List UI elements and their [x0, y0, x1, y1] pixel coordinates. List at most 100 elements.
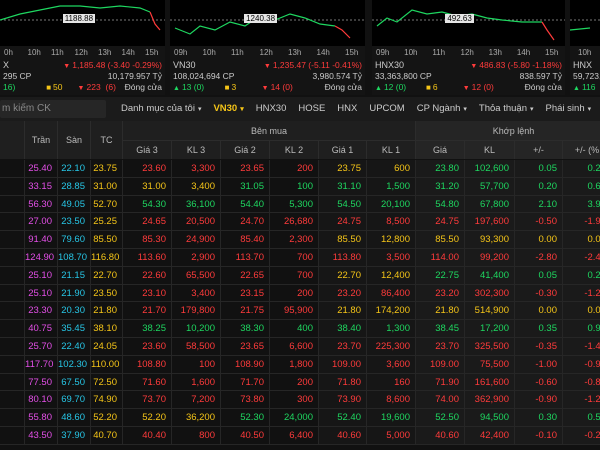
table-cell: 40.50	[221, 427, 270, 445]
index-name: HNX	[573, 60, 593, 70]
dropdown-caret: ▾	[240, 106, 244, 113]
market-tab[interactable]: Phái sinh ▾	[545, 103, 592, 114]
table-cell: 23.60	[123, 338, 172, 356]
table-cell: 3,400	[172, 284, 221, 303]
table-cell: 23.50	[58, 213, 91, 232]
table-cell: 77.50	[25, 373, 58, 392]
table-cell: 6,400	[270, 427, 319, 445]
table-cell: 71.60	[123, 373, 172, 392]
table-cell: 200	[270, 160, 319, 178]
time-label: 11h	[51, 48, 64, 57]
table-cell: 38.10	[91, 320, 123, 338]
table-cell: 75,500	[465, 355, 515, 374]
table-cell: 23.20	[319, 284, 367, 303]
ticker-cell	[0, 355, 25, 374]
market-tab[interactable]: Thỏa thuận ▾	[478, 103, 534, 114]
time-label: 12h	[259, 48, 273, 57]
table-cell: -0.60	[515, 373, 563, 392]
table-cell: 48.60	[58, 409, 91, 427]
time-label: 15h	[545, 48, 559, 57]
table-cell: 0.57	[563, 409, 600, 427]
table-cell: 21.90	[58, 284, 91, 303]
table-cell: 0.30	[515, 409, 563, 427]
table-cell: -0.50	[515, 213, 563, 232]
table-cell: 1,600	[172, 373, 221, 392]
table-cell: 31.00	[91, 177, 123, 196]
table-cell: 8,500	[367, 213, 416, 232]
table-cell: 300	[270, 391, 319, 410]
table-cell: 108.80	[123, 355, 172, 374]
table-cell: 3.98	[563, 195, 600, 214]
table-cell: 113.70	[221, 249, 270, 267]
table-cell: 2,300	[270, 231, 319, 249]
index-value: 10,179.957 Tỷ	[107, 71, 162, 81]
table-cell: 85.30	[123, 231, 172, 249]
table-cell: 22.70	[319, 266, 367, 285]
table-cell: -0.10	[515, 427, 563, 445]
index-value: 838.597 Tỷ	[519, 71, 562, 81]
table-cell: 57,700	[465, 177, 515, 196]
search-box[interactable]: m kiếm CK	[0, 100, 106, 118]
column-header: Trần	[25, 121, 58, 159]
market-tab[interactable]: UPCOM	[369, 103, 405, 114]
column-header: Giá 1	[319, 141, 367, 159]
table-cell: 86,400	[367, 284, 416, 303]
unchanged: 50	[46, 82, 62, 92]
ticker-cell	[0, 160, 25, 178]
table-cell: 108.90	[221, 355, 270, 374]
table-cell: 52.30	[221, 409, 270, 427]
market-tab[interactable]: HNX30	[255, 103, 287, 114]
market-status: Đóng cửa	[324, 82, 362, 92]
market-tab[interactable]: HNX	[337, 103, 358, 114]
column-header: KL 2	[270, 141, 319, 159]
market-tab[interactable]: VN30 ▾	[213, 103, 244, 114]
reference-label: 1188.88	[62, 14, 96, 23]
table-cell: 362,900	[465, 391, 515, 410]
table-cell: 2,900	[172, 249, 221, 267]
time-label: 13h	[488, 48, 503, 57]
market-tab[interactable]: HOSE	[298, 103, 326, 114]
time-label: 14h	[316, 48, 330, 57]
market-tab[interactable]: Danh mục của tôi ▾	[121, 103, 202, 114]
table-cell: 37.90	[58, 427, 91, 445]
ticker-cell	[0, 427, 25, 445]
table-cell: 42,400	[465, 427, 515, 445]
table-cell: 31.00	[123, 177, 172, 196]
table-cell: 25.10	[25, 284, 58, 303]
table-cell: 302,300	[465, 284, 515, 303]
table-cell: 36,200	[172, 409, 221, 427]
table-cell: 25.70	[25, 338, 58, 356]
table-cell: 95,900	[270, 302, 319, 321]
ticker-cell	[0, 231, 25, 249]
table-cell: 40.40	[123, 427, 172, 445]
group-header: Bên mua	[123, 121, 416, 141]
table-cell: 43.50	[25, 427, 58, 445]
market-tab[interactable]: CP Ngành ▾	[416, 103, 467, 114]
table-cell: 31.20	[416, 177, 465, 196]
table-cell: 24.75	[416, 213, 465, 232]
table-cell: 0.21	[563, 160, 600, 178]
column-header: +/-	[515, 141, 563, 159]
reference-label: 1240.38	[244, 14, 278, 23]
index-line	[0, 5, 151, 21]
table-cell: 0.05	[515, 266, 563, 285]
table-cell: 0.92	[563, 320, 600, 338]
table-cell: 6,600	[270, 338, 319, 356]
time-label: 15h	[345, 48, 359, 57]
table-cell: 114.00	[416, 249, 465, 267]
tabs: Danh mục của tôi ▾ VN30 ▾ HNX30 HOSE HNX UPCOM C…	[121, 103, 600, 114]
table-cell: 38.40	[319, 320, 367, 338]
table-cell: 49.05	[58, 195, 91, 214]
table-cell: 35.45	[58, 320, 91, 338]
table-cell: 1,500	[367, 177, 416, 196]
table-cell: 109.00	[319, 355, 367, 374]
table-cell: 85.40	[221, 231, 270, 249]
table-cell: 67.50	[58, 373, 91, 392]
table-cell: 21.80	[319, 302, 367, 321]
table-cell: 24.65	[123, 213, 172, 232]
table-cell: 40.70	[91, 427, 123, 445]
table-cell: 22.65	[221, 266, 270, 285]
table-cell: 10,200	[172, 320, 221, 338]
table-cell: 17,200	[465, 320, 515, 338]
column-header: KL 1	[367, 141, 416, 159]
